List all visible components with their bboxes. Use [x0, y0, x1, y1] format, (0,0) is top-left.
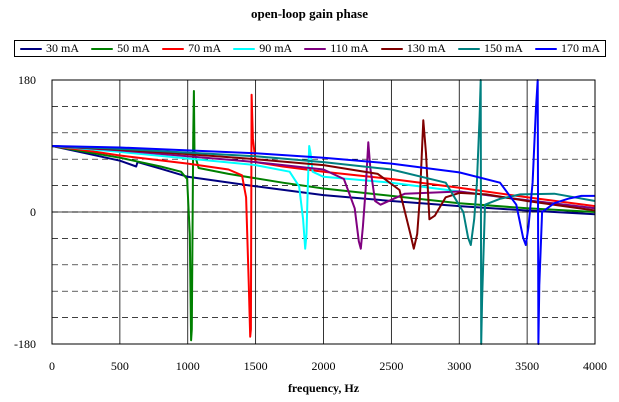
- legend-label: 130 mA: [406, 41, 446, 55]
- legend-item: 150 mA: [457, 41, 523, 56]
- legend-label: 50 mA: [117, 41, 151, 55]
- legend-swatch: [233, 47, 256, 50]
- series-line-130-ma: [51, 119, 596, 250]
- legend-item: 130 mA: [380, 41, 446, 56]
- x-tick-label: 1500: [244, 359, 268, 373]
- legend-label: 30 mA: [46, 41, 79, 55]
- x-tick-label: 2000: [312, 359, 336, 373]
- legend-swatch: [380, 47, 403, 50]
- series-layer: [51, 79, 596, 345]
- legend-label: 150 mA: [483, 41, 523, 55]
- y-tick-label: 180: [18, 73, 36, 87]
- x-axis-title: frequency, Hz: [288, 381, 360, 395]
- series-line-90-ma: [51, 145, 596, 250]
- y-tick-label: 0: [30, 205, 36, 219]
- legend-item: 70 mA: [162, 41, 221, 56]
- chart-legend: 30 mA 50 mA 70 mA 90 mA 110 mA 130 mA 150 mA 17…: [14, 40, 606, 57]
- legend-swatch: [162, 47, 185, 50]
- legend-swatch: [457, 47, 480, 50]
- plot-frame: [51, 79, 596, 345]
- legend-item: 50 mA: [91, 41, 150, 56]
- x-tick-label: 1000: [176, 359, 200, 373]
- grid-layer: [52, 80, 595, 344]
- series-line-170-ma: [51, 79, 595, 345]
- chart-title: open-loop gain phase: [250, 6, 369, 21]
- legend-item: 90 mA: [233, 41, 292, 56]
- legend-item: 170 mA: [535, 41, 600, 56]
- series-line-50-ma: [51, 90, 596, 342]
- x-tick-label: 2500: [379, 359, 403, 373]
- x-tick-label: 500: [111, 359, 129, 373]
- legend-item: 110 mA: [304, 41, 369, 56]
- series-line-70-ma: [51, 93, 596, 338]
- legend-swatch: [535, 47, 557, 50]
- legend-swatch: [304, 47, 327, 50]
- legend-swatch: [91, 47, 114, 50]
- x-tick-label: 3000: [447, 359, 471, 373]
- tick-layer: 0 500 1000 1500 2000 2500 3000 3500 4000 180 0 -180: [14, 73, 607, 373]
- series-line-110-ma: [51, 141, 596, 250]
- x-tick-label: 3500: [515, 359, 539, 373]
- legend-label: 170 mA: [561, 41, 600, 55]
- legend-label: 70 mA: [188, 41, 222, 55]
- series-line-150-ma: [51, 79, 596, 345]
- legend-item: 30 mA: [20, 41, 79, 56]
- legend-label: 90 mA: [259, 41, 293, 55]
- y-tick-label: -180: [14, 337, 36, 351]
- legend-swatch: [20, 47, 42, 50]
- x-tick-label: 4000: [583, 359, 607, 373]
- x-tick-label: 0: [49, 359, 55, 373]
- legend-label: 110 mA: [330, 41, 369, 55]
